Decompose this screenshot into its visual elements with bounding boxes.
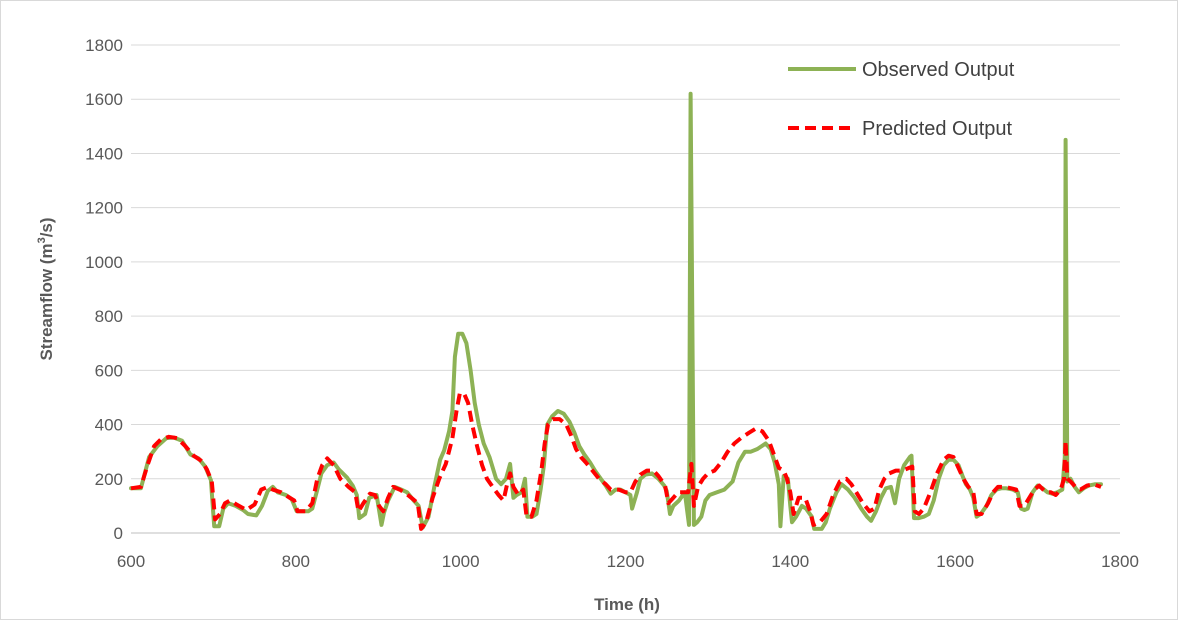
x-tick-labels: 600 800 1000 1200 1400 1600 1800 bbox=[117, 552, 1139, 571]
y-tick-label: 400 bbox=[95, 416, 123, 435]
series-line-predicted-output bbox=[130, 391, 1102, 531]
y-tick-labels: 0 200 400 600 800 1000 1200 1400 1600 1800 bbox=[85, 36, 123, 543]
y-axis-title-main: Streamflow (m bbox=[37, 243, 56, 360]
y-tick-label: 1000 bbox=[85, 253, 123, 272]
y-axis-title: Streamflow (m3/s) bbox=[36, 217, 56, 360]
x-tick-label: 1200 bbox=[607, 552, 645, 571]
series-layer bbox=[129, 91, 1103, 531]
y-tick-label: 600 bbox=[95, 361, 123, 380]
x-tick-label: 800 bbox=[282, 552, 310, 571]
x-tick-label: 600 bbox=[117, 552, 145, 571]
x-axis-title: Time (h) bbox=[594, 595, 660, 614]
x-tick-label: 1000 bbox=[442, 552, 480, 571]
y-axis-title-tail: /s) bbox=[37, 217, 56, 237]
y-axis-title-superscript: 3 bbox=[36, 237, 48, 243]
y-tick-label: 1400 bbox=[85, 144, 123, 163]
legend: Observed Output Predicted Output bbox=[788, 59, 1015, 140]
y-tick-label: 0 bbox=[114, 524, 123, 543]
y-tick-label: 1800 bbox=[85, 36, 123, 55]
y-tick-label: 1200 bbox=[85, 199, 123, 218]
legend-label-observed-output: Observed Output bbox=[862, 59, 1015, 81]
x-tick-label: 1400 bbox=[771, 552, 809, 571]
y-tick-label: 800 bbox=[95, 307, 123, 326]
series-line-observed-output bbox=[129, 91, 1103, 531]
y-tick-label: 200 bbox=[95, 470, 123, 489]
x-tick-label: 1800 bbox=[1101, 552, 1139, 571]
y-tick-label: 1600 bbox=[85, 90, 123, 109]
x-tick-label: 1600 bbox=[936, 552, 974, 571]
gridlines bbox=[131, 44, 1120, 534]
legend-label-predicted-output: Predicted Output bbox=[862, 118, 1013, 140]
